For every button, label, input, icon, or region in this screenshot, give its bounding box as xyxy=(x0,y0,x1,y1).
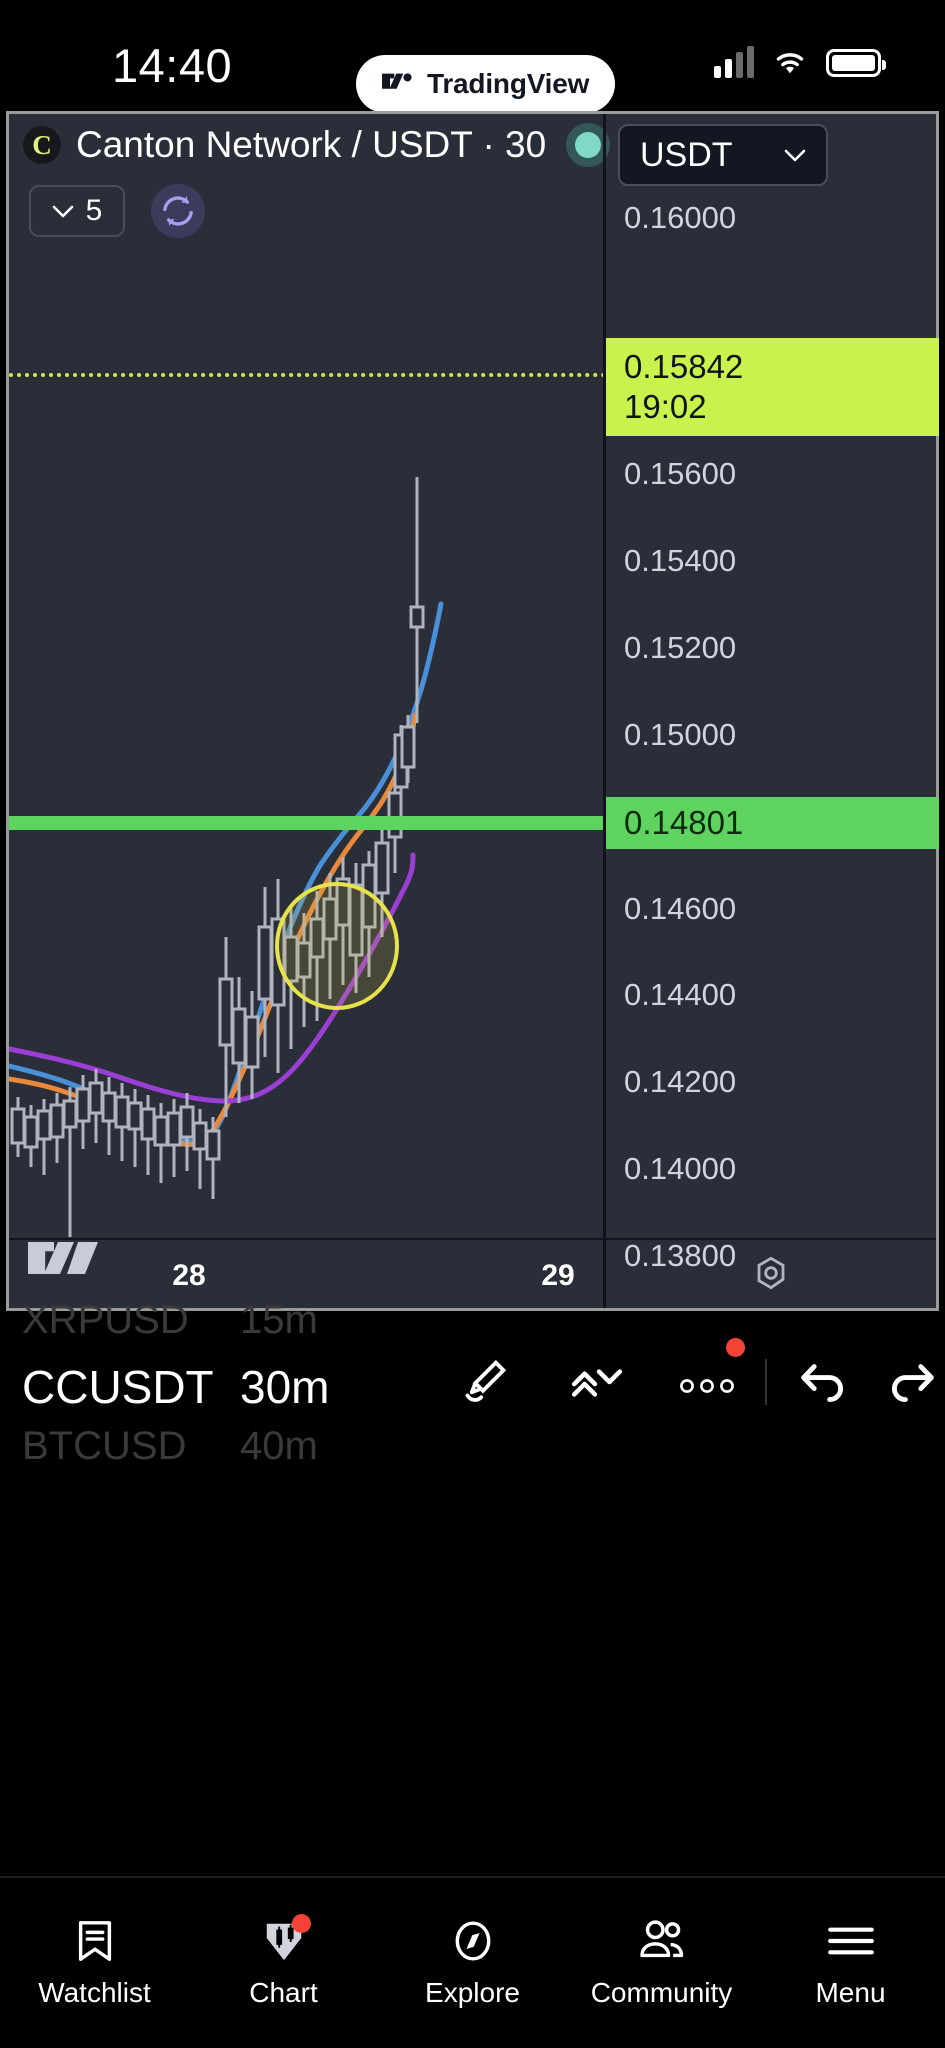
nav-label-watchlist: Watchlist xyxy=(38,1976,151,2008)
nav-label-explore: Explore xyxy=(425,1976,520,2008)
picker-previous-interval[interactable]: 15m xyxy=(240,1298,318,1342)
live-status-dot xyxy=(566,123,611,167)
tradingview-pill-label: TradingView xyxy=(427,68,590,99)
chart-settings-button[interactable] xyxy=(603,1238,936,1308)
signal-icon xyxy=(714,46,754,78)
wifi-icon xyxy=(776,53,804,74)
ellipse-annotation xyxy=(275,882,399,1010)
refresh-icon[interactable] xyxy=(151,184,205,238)
tradingview-watermark-icon xyxy=(28,1242,98,1274)
picker-next-symbol[interactable]: BTCUSD xyxy=(22,1424,187,1468)
notification-badge xyxy=(291,1913,311,1933)
people-icon xyxy=(637,1918,687,1964)
chart-plot-area[interactable] xyxy=(9,237,606,1237)
price-tick: 0.15400 xyxy=(624,543,737,578)
nav-item-chart[interactable]: Chart xyxy=(189,1878,378,2048)
interval-value: 5 xyxy=(85,194,103,227)
price-tick: 0.14000 xyxy=(624,1151,737,1186)
notification-badge xyxy=(726,1338,745,1357)
nav-item-explore[interactable]: Explore xyxy=(378,1878,567,2048)
price-tick: 0.14400 xyxy=(624,977,737,1012)
draw-tools-icon[interactable] xyxy=(429,1344,541,1420)
picker-next-interval[interactable]: 40m xyxy=(240,1424,318,1468)
symbol-logo-icon: C xyxy=(23,126,61,164)
nav-item-watchlist[interactable]: Watchlist xyxy=(0,1878,189,2048)
nav-label-menu: Menu xyxy=(815,1976,886,2008)
chevron-down-icon xyxy=(784,149,806,161)
price-tick: 0.14200 xyxy=(624,1064,737,1099)
undo-icon[interactable] xyxy=(767,1344,879,1420)
last-price-badge: 0.15842 19:02 xyxy=(606,338,939,436)
symbol-title[interactable]: Canton Network / USDT · 30 xyxy=(76,124,547,165)
currency-selector-value: USDT xyxy=(640,135,733,174)
candle-group xyxy=(10,477,425,1237)
picker-previous-symbol[interactable]: XRPUSD xyxy=(22,1298,189,1342)
chart-panel[interactable]: C Canton Network / USDT · 30 5 xyxy=(6,111,939,1311)
gear-target-icon xyxy=(757,1256,785,1290)
nav-label-chart: Chart xyxy=(249,1976,318,2008)
price-tick: 0.13800 xyxy=(624,1238,737,1273)
chart-toolbar-secondary: 5 xyxy=(29,184,205,238)
nav-label-community: Community xyxy=(590,1976,733,2008)
price-tick: 0.15200 xyxy=(624,630,737,665)
time-label: 28 xyxy=(172,1259,206,1292)
hamburger-menu-icon xyxy=(826,1918,876,1964)
price-chart-svg xyxy=(9,477,444,1237)
tradingview-logo-icon xyxy=(382,73,412,89)
battery-icon xyxy=(826,49,886,77)
symbol-interval-picker[interactable]: XRPUSD 15m CCUSDT 30m BTCUSD 40m xyxy=(0,1298,945,1468)
last-price-dotted-line xyxy=(9,373,606,377)
interval-selector[interactable]: 5 xyxy=(29,185,125,237)
more-options-icon[interactable] xyxy=(653,1338,765,1420)
price-tick: 0.14600 xyxy=(624,891,737,926)
watchlist-bookmark-icon xyxy=(73,1918,117,1964)
compass-icon xyxy=(450,1918,496,1964)
toolbar-divider xyxy=(765,1359,767,1405)
currency-selector[interactable]: USDT xyxy=(618,124,828,186)
price-tick: 0.15600 xyxy=(624,456,737,491)
chart-action-toolbar xyxy=(429,1338,945,1420)
price-tick: 0.16000 xyxy=(624,200,737,235)
alert-price-line[interactable] xyxy=(9,816,606,830)
tradingview-pill: TradingView xyxy=(356,55,616,113)
nav-item-menu[interactable]: Menu xyxy=(756,1878,945,2048)
price-scale[interactable]: USDT 0.16000 0.15842 19:02 x 0.15600 0.1… xyxy=(603,114,939,1281)
chevron-down-icon xyxy=(52,205,73,217)
last-price-time: 19:02 xyxy=(624,388,707,425)
status-time: 14:40 xyxy=(112,39,233,92)
last-price-value: 0.15842 xyxy=(624,348,744,385)
picker-current-interval[interactable]: 30m xyxy=(240,1361,330,1413)
symbol-logo-letter: C xyxy=(32,129,52,160)
redo-icon[interactable] xyxy=(879,1344,945,1420)
chart-symbol-header[interactable]: C Canton Network / USDT · 30 xyxy=(9,114,936,176)
picker-current-symbol[interactable]: CCUSDT xyxy=(22,1361,214,1413)
time-scale[interactable]: 28 29 xyxy=(9,1238,936,1308)
time-label: 29 xyxy=(541,1259,575,1292)
price-tick: 0.15000 xyxy=(624,717,737,752)
alert-price-badge[interactable]: 0.14801 xyxy=(606,797,939,849)
bottom-navigation: Watchlist Chart xyxy=(0,1876,945,2048)
chart-diamond-icon xyxy=(260,1913,311,1964)
indicators-icon[interactable] xyxy=(541,1344,653,1420)
status-icons xyxy=(714,46,886,78)
nav-item-community[interactable]: Community xyxy=(567,1878,756,2048)
